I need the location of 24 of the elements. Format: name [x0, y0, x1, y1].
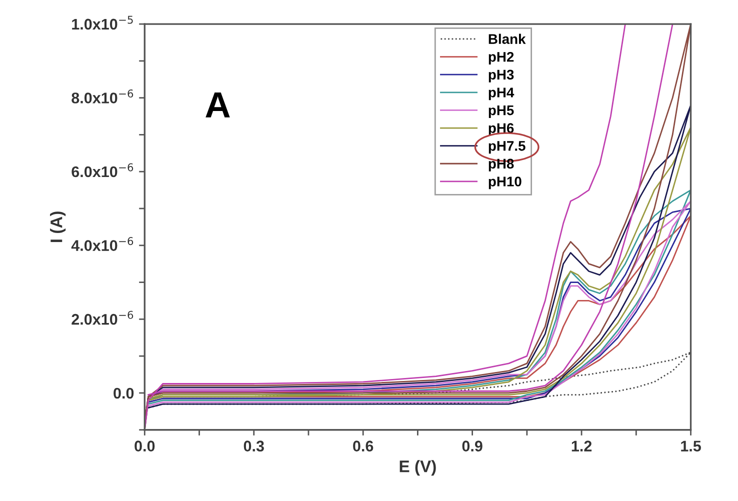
legend-label: Blank — [488, 34, 526, 44]
legend-label: pH3 — [488, 70, 514, 82]
legend-label: pH10 — [488, 176, 522, 190]
legend-label: pH4 — [488, 88, 514, 100]
legend-label: pH7.5 — [488, 141, 526, 154]
x-tick-label: 1.5 — [681, 440, 701, 452]
x-tick-label: 1.2 — [572, 440, 592, 452]
x-tick-label: 0.9 — [462, 440, 482, 452]
y-tick-label: 0.0 — [114, 388, 134, 399]
legend-label: pH6 — [488, 123, 514, 136]
y-tick-label: 6.0x10$^{−6}$ — [72, 163, 134, 178]
y-tick-label: 1.0x10$^{−5}$ — [72, 16, 133, 30]
y-axis-title: I (A) — [50, 212, 66, 242]
legend-label: pH2 — [488, 52, 514, 65]
x-tick-label: 0.0 — [134, 440, 155, 452]
x-axis-title: E (V) — [400, 460, 436, 476]
annotation: A — [206, 92, 230, 118]
y-tick-label: 8.0x10$^{−6}$ — [72, 89, 134, 104]
legend-label: pH5 — [488, 106, 514, 118]
legend-label: pH8 — [488, 158, 514, 172]
x-tick-label: 0.3 — [244, 440, 264, 452]
y-tick-label: 4.0x10$^{−6}$ — [71, 237, 134, 251]
x-tick-label: 0.6 — [353, 440, 374, 452]
y-tick-label: 2.0x10$^{−6}$ — [72, 310, 134, 325]
